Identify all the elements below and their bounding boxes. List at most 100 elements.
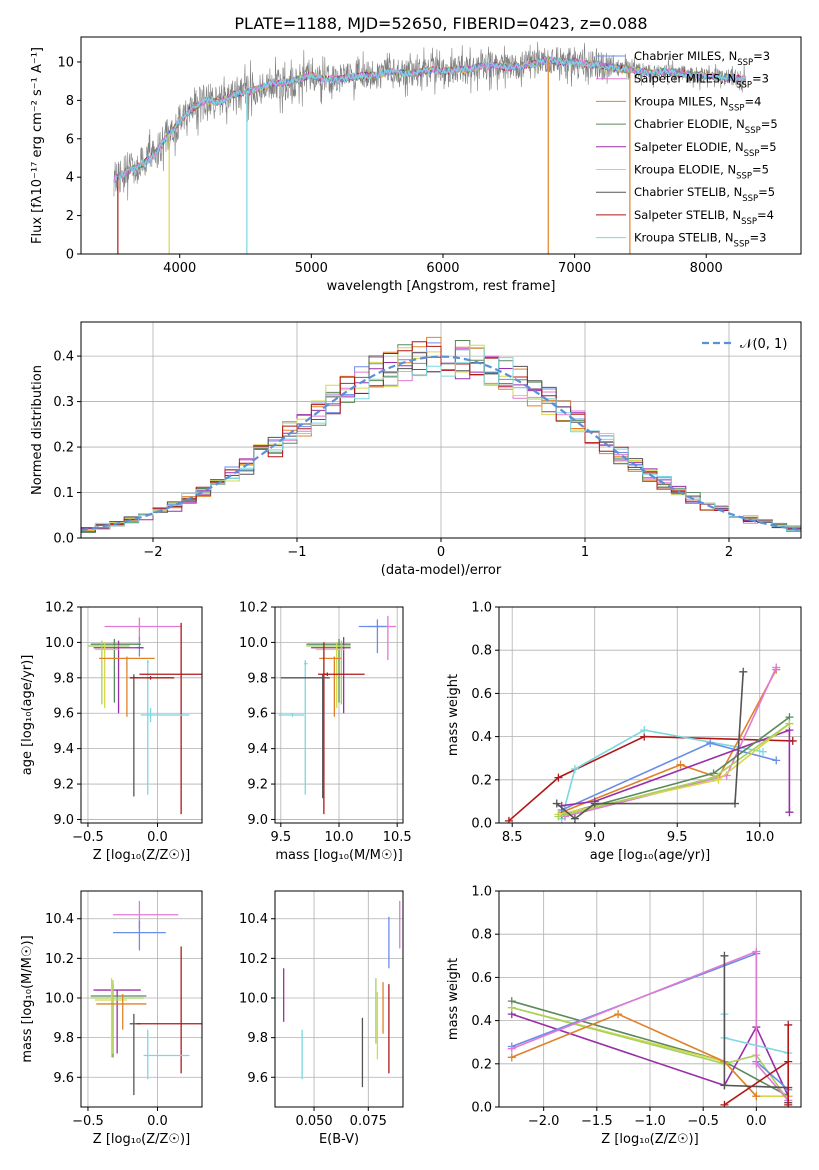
x-tick-label: 9.0 <box>584 830 605 845</box>
legend-subscript: SSP <box>729 103 745 113</box>
axes-frame <box>274 890 404 1108</box>
axes-frame <box>274 606 404 824</box>
x-axis-label: age [log₁₀(age/yr)] <box>590 848 711 863</box>
weight-marker <box>590 799 599 808</box>
axes-frame <box>498 606 802 824</box>
y-tick-label: 4 <box>66 171 74 186</box>
y-tick-label: 9.6 <box>53 707 74 722</box>
x-tick-label: 7000 <box>558 261 591 276</box>
legend-suffix: =5 <box>761 117 778 131</box>
x-tick-label: 2 <box>725 545 733 560</box>
axes-frame <box>80 36 802 255</box>
x-tick-label: 10.0 <box>745 830 774 845</box>
weight-marker <box>752 1059 761 1068</box>
legend-label: Kroupa ELODIE, NSSP=5 <box>634 163 769 182</box>
legend-subscript: SSP <box>734 240 750 250</box>
panel-age_vs_Z: −0.5 0.0 9.0 9.2 9.4 9.6 9.8 10.0 10.2 Z [log₁₀(Z… <box>20 601 203 863</box>
weight-line-salp_elodie <box>511 1013 789 1097</box>
legend-label: Kroupa MILES, NSSP=4 <box>634 94 761 113</box>
weight-marker <box>570 814 579 823</box>
x-tick-label: 0.0 <box>147 830 168 845</box>
x-axis-label: Z [log₁₀(Z/Z☉)] <box>601 1132 698 1147</box>
y-tick-label: 10.2 <box>45 601 74 616</box>
x-tick-label: 0.0 <box>746 1114 767 1129</box>
y-axis-label: Flux [fλ10⁻¹⁷ erg cm⁻² s⁻¹ A⁻¹] <box>30 47 45 244</box>
x-axis-label: Z [log₁₀(Z/Z☉)] <box>93 1132 190 1147</box>
x-tick-label: −1.0 <box>634 1114 666 1129</box>
y-tick-label: 9.8 <box>53 671 74 686</box>
model-line-krou_stelib <box>113 56 747 183</box>
y-tick-label: 10.0 <box>239 992 268 1007</box>
plot-area-weight_vs_age <box>499 607 801 823</box>
weight-marker <box>554 773 563 782</box>
legend-label: Salpeter ELODIE, NSSP=5 <box>634 140 777 159</box>
y-tick-label: 1.0 <box>471 601 492 616</box>
legend-subscript: SSP <box>736 81 752 91</box>
y-tick-label: 0.4 <box>471 1014 492 1029</box>
weight-marker <box>507 1044 516 1053</box>
x-axis-label: mass [log₁₀(M/M☉)] <box>275 848 402 863</box>
panel-mass_vs_Z: −0.5 0.0 9.6 9.8 10.0 10.2 10.4 Z [log₁₀(Z/Z☉)]… <box>20 890 203 1147</box>
weight-marker <box>706 739 715 748</box>
panel-spectrum: 4000 5000 6000 7000 8000 0 2 4 6 8 10 wavelength [A… <box>30 36 802 294</box>
model-line-salp_miles <box>113 56 747 183</box>
y-tick-label: 9.6 <box>247 1071 268 1086</box>
weight-marker <box>714 775 723 784</box>
x-tick-label: 0.0 <box>147 1114 168 1129</box>
x-tick-label: 8000 <box>690 261 723 276</box>
histogram-krou_stelib <box>81 347 801 531</box>
x-tick-label: 0 <box>437 545 445 560</box>
weight-marker <box>785 808 794 817</box>
panel-residuals: −2 −1 0 1 2 0.0 0.1 0.2 0.3 0.4 (data-model)/error… <box>30 321 802 578</box>
legend-label: Salpeter STELIB, NSSP=4 <box>634 208 774 227</box>
plot-area-age_vs_mass <box>275 607 403 823</box>
legend-suffix: =3 <box>753 49 770 63</box>
legend-label: Chabrier MILES, NSSP=3 <box>634 49 770 68</box>
y-tick-label: 10 <box>57 55 74 70</box>
y-tick-label: 10.0 <box>45 992 74 1007</box>
y-tick-label: 2 <box>66 209 74 224</box>
legend-label: Kroupa STELIB, NSSP=3 <box>634 231 766 250</box>
weight-marker <box>784 1100 793 1107</box>
x-tick-label: −1 <box>287 545 306 560</box>
weight-marker <box>730 799 739 808</box>
y-tick-label: 0.2 <box>53 441 74 456</box>
legend-suffix: =3 <box>752 72 769 86</box>
weight-line-salp_stelib <box>508 735 793 822</box>
legend-label: Chabrier STELIB, NSSP=5 <box>634 185 775 204</box>
weight-marker <box>752 947 761 956</box>
weight-marker <box>720 951 729 960</box>
y-tick-label: 0.0 <box>471 1101 492 1116</box>
y-tick-label: 1.0 <box>471 885 492 900</box>
y-tick-label: 0.0 <box>471 817 492 832</box>
panel-weight_vs_Z: −2.0 −1.5 −1.0 −0.5 0.0 0.0 0.2 0.4 0.6 0.8 1.0 Z [… <box>446 885 802 1147</box>
x-tick-label: 4000 <box>163 261 196 276</box>
y-tick-label: 9.0 <box>53 813 74 828</box>
x-tick-label: 0.050 <box>295 1114 332 1129</box>
x-tick-label: 1 <box>581 545 589 560</box>
weight-line-krou_miles <box>511 1013 757 1097</box>
x-tick-label: 10.5 <box>383 830 412 845</box>
gaussian-curve <box>81 355 801 532</box>
x-tick-label: 8.5 <box>502 830 523 845</box>
x-axis-label: E(B-V) <box>319 1132 359 1147</box>
weight-marker <box>709 773 718 782</box>
axes-frame <box>498 890 802 1108</box>
y-tick-label: 9.8 <box>53 1031 74 1046</box>
y-tick-label: 9.8 <box>247 1031 268 1046</box>
y-tick-label: 9.6 <box>53 1071 74 1086</box>
y-tick-label: 9.2 <box>247 778 268 793</box>
axes-frame <box>80 321 802 539</box>
panel-weight_vs_age: 8.5 9.0 9.5 10.0 0.0 0.2 0.4 0.6 0.8 1.0 age [log₁… <box>446 601 802 863</box>
weight-marker <box>739 667 748 676</box>
legend-label-gauss: 𝒩(0, 1) <box>740 337 787 352</box>
y-tick-label: 0.0 <box>53 532 74 547</box>
x-tick-label: −2.0 <box>528 1114 560 1129</box>
plot-area-mass_vs_Z <box>81 891 202 1107</box>
y-tick-label: 9.4 <box>53 742 74 757</box>
y-axis-label: mass weight <box>446 674 461 756</box>
y-tick-label: 10.2 <box>239 601 268 616</box>
weight-marker <box>772 756 781 765</box>
weight-line-light_green <box>511 1006 789 1101</box>
